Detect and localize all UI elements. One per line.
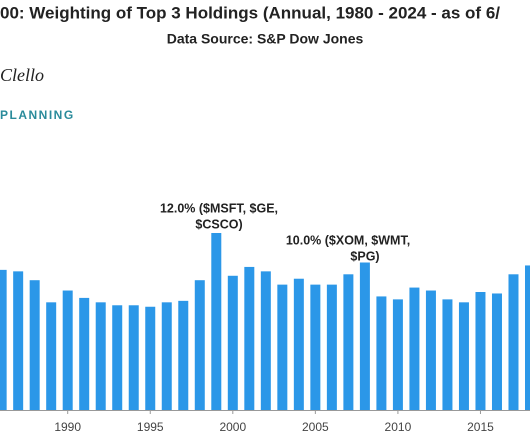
logo: PLANNING — [0, 108, 75, 122]
bar — [161, 302, 172, 410]
annotation: 10.0% ($XOM, $WMT, — [286, 233, 410, 247]
bar — [79, 297, 90, 410]
bar — [491, 293, 502, 410]
bar — [46, 302, 57, 410]
x-tick-label: 2000 — [219, 420, 246, 434]
x-tick-label: 2005 — [302, 420, 329, 434]
bar — [29, 280, 40, 410]
bar — [13, 271, 24, 410]
bar — [525, 265, 530, 410]
x-tick-label: 2015 — [467, 420, 494, 434]
bar — [277, 284, 288, 410]
bar — [0, 269, 7, 410]
bar — [409, 287, 420, 410]
bar — [227, 275, 238, 410]
annotation: $CSCO) — [195, 217, 242, 231]
annotation: $PG) — [350, 249, 379, 263]
bar — [194, 280, 205, 410]
bar — [475, 292, 486, 410]
chart-title: 00: Weighting of Top 3 Holdings (Annual,… — [0, 3, 500, 22]
bar — [376, 296, 387, 410]
bar — [62, 290, 73, 410]
bar — [392, 299, 403, 410]
x-tick-label: 2010 — [385, 420, 412, 434]
bar — [442, 299, 453, 410]
bar — [128, 305, 139, 410]
bar — [244, 266, 255, 410]
x-tick-label: 1990 — [54, 420, 81, 434]
bar — [260, 271, 271, 410]
bar — [359, 262, 370, 410]
x-tick-label: 1995 — [137, 420, 164, 434]
bar — [425, 290, 436, 410]
bar — [326, 284, 337, 410]
bar — [458, 302, 469, 410]
bar — [293, 278, 304, 410]
watermark: Clello — [0, 65, 44, 85]
bar — [178, 300, 189, 410]
bar — [508, 274, 519, 410]
bar — [95, 302, 106, 410]
annotation: 12.0% ($MSFT, $GE, — [160, 201, 278, 215]
bar — [310, 284, 321, 410]
bar — [211, 233, 222, 410]
bar — [145, 306, 156, 410]
bar — [112, 305, 123, 410]
bar — [343, 274, 354, 410]
chart-subtitle: Data Source: S&P Dow Jones — [167, 31, 364, 47]
